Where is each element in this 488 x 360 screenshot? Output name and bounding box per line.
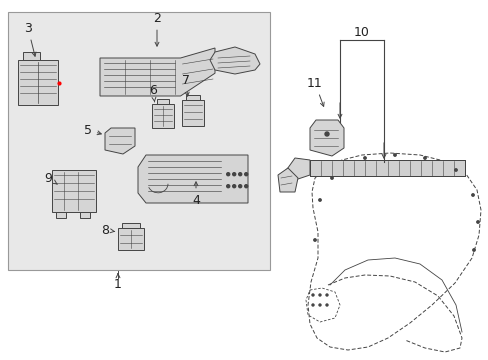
Circle shape <box>318 294 320 296</box>
Text: 6: 6 <box>149 84 157 102</box>
Text: 3: 3 <box>24 22 36 56</box>
Circle shape <box>330 177 332 179</box>
Circle shape <box>313 239 316 241</box>
Circle shape <box>363 157 366 159</box>
Polygon shape <box>157 99 169 104</box>
Circle shape <box>232 185 235 188</box>
Circle shape <box>325 304 327 306</box>
Polygon shape <box>278 168 297 192</box>
Text: 4: 4 <box>192 182 200 207</box>
Circle shape <box>318 304 320 306</box>
Circle shape <box>226 173 229 176</box>
Text: 7: 7 <box>182 73 190 96</box>
Circle shape <box>471 194 473 196</box>
Text: 8: 8 <box>101 224 114 237</box>
Polygon shape <box>56 212 66 218</box>
Polygon shape <box>209 47 260 74</box>
Circle shape <box>311 304 313 306</box>
Text: 5: 5 <box>84 123 101 136</box>
Polygon shape <box>105 128 135 154</box>
Circle shape <box>238 173 241 176</box>
Text: 1: 1 <box>114 278 122 291</box>
Polygon shape <box>18 60 58 105</box>
Circle shape <box>393 154 395 156</box>
Polygon shape <box>122 223 140 228</box>
Circle shape <box>232 173 235 176</box>
Polygon shape <box>285 158 309 180</box>
Polygon shape <box>309 120 343 156</box>
Polygon shape <box>309 160 464 176</box>
Circle shape <box>325 132 328 136</box>
Polygon shape <box>23 52 40 60</box>
Polygon shape <box>118 228 143 250</box>
Circle shape <box>472 249 474 251</box>
Circle shape <box>226 185 229 188</box>
Polygon shape <box>80 212 90 218</box>
Circle shape <box>318 199 321 201</box>
Circle shape <box>238 185 241 188</box>
Circle shape <box>311 294 313 296</box>
Circle shape <box>423 157 426 159</box>
Text: 9: 9 <box>44 171 57 185</box>
Circle shape <box>244 173 247 176</box>
Polygon shape <box>138 155 247 203</box>
Circle shape <box>454 169 456 171</box>
Polygon shape <box>185 95 200 100</box>
Polygon shape <box>52 170 96 212</box>
Polygon shape <box>100 48 215 96</box>
Polygon shape <box>182 100 203 126</box>
Polygon shape <box>152 104 174 128</box>
Text: 10: 10 <box>353 26 369 39</box>
Text: 11: 11 <box>306 77 324 106</box>
Text: 2: 2 <box>153 12 161 46</box>
Bar <box>8 12 269 270</box>
Circle shape <box>476 221 478 223</box>
Circle shape <box>325 294 327 296</box>
Circle shape <box>244 185 247 188</box>
